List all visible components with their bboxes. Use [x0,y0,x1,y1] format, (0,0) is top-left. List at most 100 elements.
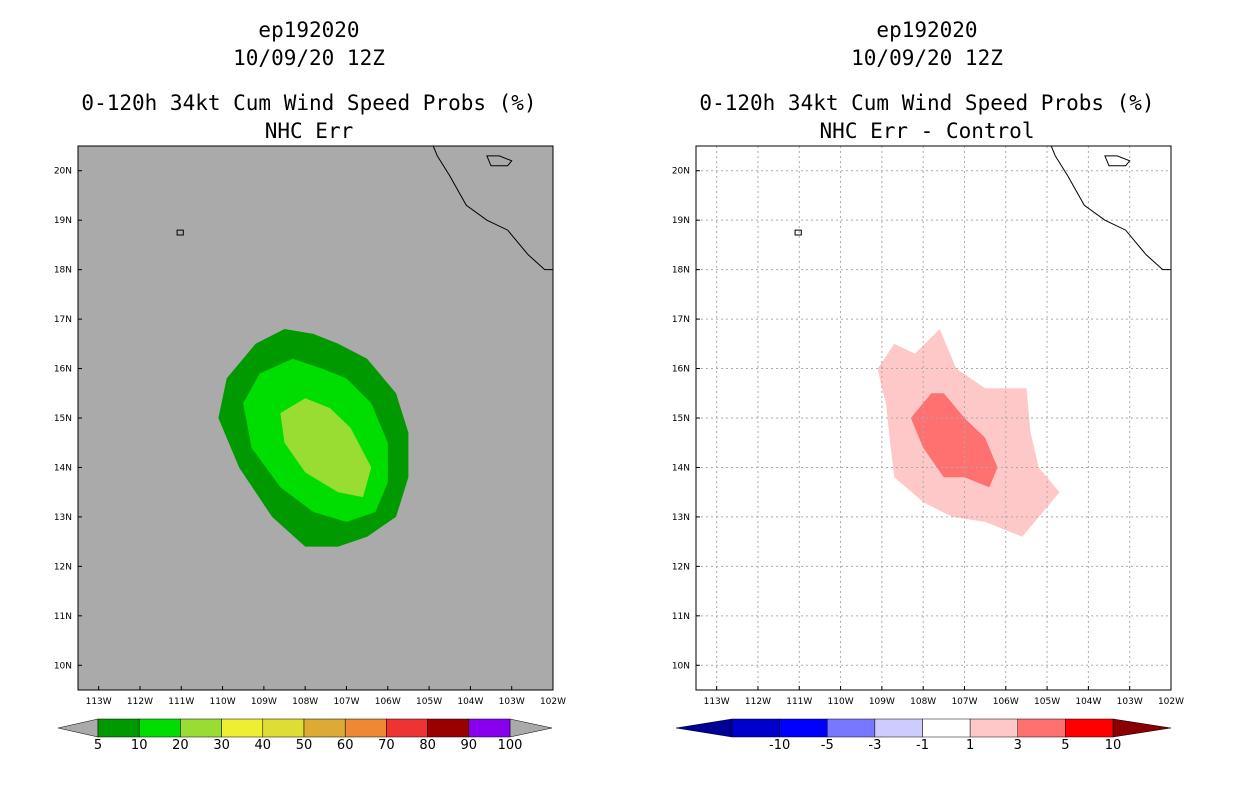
coastline-islas-marias [1104,155,1131,167]
coastline-mexico [432,145,553,271]
colorbar-label: 20 [172,738,189,753]
colorbar-swatch [344,718,387,738]
colorbar-label: -3 [868,738,881,753]
x-tick-label: 105W [1034,697,1060,707]
colorbar-end-right [1112,718,1172,738]
x-tick-label: 107W [951,697,977,707]
colorbar-swatch [779,718,828,738]
x-tick-label: 113W [86,697,112,707]
colorbar-end-left [57,718,99,738]
y-tick-label: 17N [672,315,690,325]
colorbar-swatch [221,718,264,738]
y-tick-label: 13N [54,513,72,523]
y-tick-label: 16N [672,365,690,375]
colorbar-label: 5 [94,738,102,753]
x-tick-label: 111W [786,697,812,707]
contour-3-5 [910,393,998,488]
colorbar-swatch [827,718,876,738]
colorbar-swatch [969,718,1018,738]
colorbar-label: -1 [916,738,929,753]
x-tick-label: 108W [292,697,318,707]
y-tick-label: 17N [54,315,72,325]
x-tick-label: 108W [910,697,936,707]
colorbar-swatch [1017,718,1066,738]
y-tick-label: 19N [672,216,690,226]
coastline-islas-marias [486,155,513,167]
x-tick-label: 106W [993,697,1019,707]
colorbar-swatch [922,718,971,738]
colorbar-label: 10 [131,738,148,753]
colorbar-end-right [509,718,553,738]
colorbar-swatch [138,718,181,738]
x-tick-label: 104W [1075,697,1101,707]
x-tick-label: 113W [704,697,730,707]
x-tick-label: 102W [540,697,566,707]
colorbar-label: 80 [419,738,436,753]
y-tick-label: 20N [672,167,690,177]
x-tick-label: 110W [828,697,854,707]
y-tick-label: 15N [54,414,72,424]
x-tick-label: 112W [745,697,771,707]
x-tick-label: 102W [1158,697,1184,707]
x-tick-label: 111W [168,697,194,707]
chart-title-date: 10/09/20 12Z [233,46,385,70]
colorbar-label: 90 [461,738,478,753]
colorbar-label: 5 [1061,738,1069,753]
chart-title-storm: ep192020 [876,18,978,42]
x-tick-label: 103W [1117,697,1143,707]
colorbar-swatch [262,718,305,738]
colorbar-label: 40 [255,738,272,753]
contour-20-30 [280,398,372,498]
colorbar-swatch [386,718,428,738]
colorbar-label: 3 [1014,738,1022,753]
x-tick-label: 112W [127,697,153,707]
right-map-svg: 113W 112W 111W 110W 109W 108W 107W 106W 105W 104W… [672,145,1184,753]
colorbar-swatch [97,718,140,738]
colorbar-label: 1 [966,738,974,753]
y-tick-label: 13N [672,513,690,523]
colorbar-swatch [303,718,346,738]
colorbar-swatch [468,718,511,738]
right-panel: ep192020 10/09/20 12Z 0-120h 34kt Cum Wi… [618,0,1236,800]
colorbar-label: 50 [296,738,313,753]
y-tick-label: 11N [54,612,72,622]
x-tick-label: 103W [499,697,525,707]
x-tick-label: 109W [251,697,277,707]
chart-title-storm: ep192020 [258,18,360,42]
y-tick-label: 12N [672,562,690,572]
colorbar-label: 100 [498,738,523,753]
chart-title-product: 0-120h 34kt Cum Wind Speed Probs (%) [81,91,537,115]
y-tick-label: 10N [54,661,72,671]
chart-title-product: 0-120h 34kt Cum Wind Speed Probs (%) [699,91,1155,115]
colorbar-swatch [731,718,780,738]
x-tick-label: 110W [210,697,236,707]
y-tick-label: 16N [54,365,72,375]
colorbar-end-left [675,718,733,738]
colorbar-label: 60 [337,738,354,753]
chart-title-date: 10/09/20 12Z [851,46,1003,70]
x-tick-label: 109W [869,697,895,707]
y-tick-label: 10N [672,661,690,671]
y-tick-label: 18N [672,266,690,276]
chart-subtitle: NHC Err - Control [819,119,1035,143]
y-tick-label: 20N [54,167,72,177]
colorbar-label: -10 [769,738,790,753]
left-map-svg: 113W 112W 111W 110W 109W 108W 107W 106W 105W 104W… [54,145,566,753]
y-tick-label: 19N [54,216,72,226]
y-tick-label: 15N [672,414,690,424]
y-tick-label: 14N [672,463,690,473]
colorbar-label: -5 [821,738,834,753]
y-tick-label: 11N [672,612,690,622]
left-panel: ep192020 10/09/20 12Z 0-120h 34kt Cum Wi… [54,18,566,753]
x-tick-label: 106W [375,697,401,707]
colorbar-label: 30 [213,738,230,753]
chart-subtitle: NHC Err [264,119,354,143]
x-tick-label: 104W [457,697,483,707]
colorbar-swatch [180,718,222,738]
y-tick-label: 12N [54,562,72,572]
y-tick-label: 14N [54,463,72,473]
colorbar-swatch [874,718,923,738]
x-tick-label: 105W [416,697,442,707]
coastline-mexico [1050,145,1171,271]
colorbar-swatch [1065,718,1114,738]
